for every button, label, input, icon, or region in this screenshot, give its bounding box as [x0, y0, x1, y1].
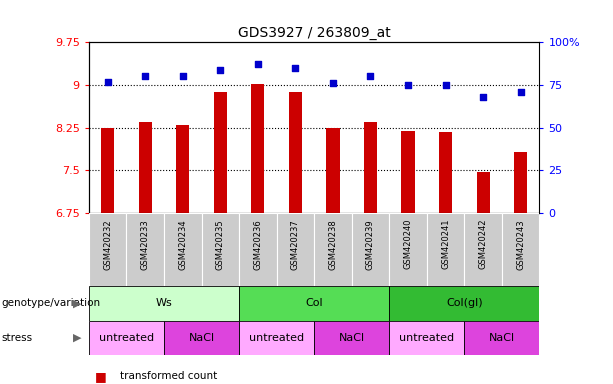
Text: GSM420243: GSM420243: [516, 219, 525, 270]
Bar: [89, 286, 239, 321]
Bar: [465, 213, 502, 286]
Text: untreated: untreated: [399, 333, 454, 343]
Bar: [314, 213, 352, 286]
Text: Ws: Ws: [156, 298, 172, 308]
Text: untreated: untreated: [249, 333, 304, 343]
Bar: [326, 128, 340, 213]
Bar: [239, 213, 276, 286]
Bar: [289, 92, 302, 213]
Point: [365, 73, 375, 79]
Point: [441, 82, 451, 88]
Bar: [251, 84, 264, 213]
Text: GSM420235: GSM420235: [216, 219, 225, 270]
Point: [516, 89, 525, 95]
Bar: [314, 321, 389, 355]
Bar: [239, 286, 389, 321]
Text: GSM420240: GSM420240: [403, 219, 413, 270]
Text: ■: ■: [95, 370, 107, 383]
Text: Col(gl): Col(gl): [446, 298, 482, 308]
Point: [291, 65, 300, 71]
Text: GSM420238: GSM420238: [329, 219, 337, 270]
Text: untreated: untreated: [99, 333, 154, 343]
Bar: [502, 213, 539, 286]
Point: [253, 61, 263, 68]
Text: NaCl: NaCl: [188, 333, 215, 343]
Bar: [164, 213, 202, 286]
Bar: [364, 122, 377, 213]
Text: GSM420236: GSM420236: [253, 219, 262, 270]
Text: stress: stress: [1, 333, 32, 343]
Text: GSM420242: GSM420242: [479, 219, 487, 270]
Bar: [389, 286, 539, 321]
Point: [215, 66, 225, 73]
Bar: [389, 213, 427, 286]
Point: [328, 80, 338, 86]
Bar: [476, 172, 490, 213]
Text: GSM420234: GSM420234: [178, 219, 187, 270]
Text: genotype/variation: genotype/variation: [1, 298, 101, 308]
Bar: [89, 321, 164, 355]
Bar: [427, 213, 465, 286]
Bar: [164, 321, 239, 355]
Text: transformed count: transformed count: [120, 371, 217, 381]
Bar: [176, 125, 189, 213]
Text: GSM420232: GSM420232: [103, 219, 112, 270]
Bar: [139, 122, 152, 213]
Point: [140, 73, 150, 79]
Text: GSM420239: GSM420239: [366, 219, 375, 270]
Text: Col: Col: [305, 298, 323, 308]
Text: GSM420241: GSM420241: [441, 219, 450, 270]
Bar: [214, 92, 227, 213]
Bar: [101, 128, 114, 213]
Point: [178, 73, 188, 79]
Text: GSM420237: GSM420237: [291, 219, 300, 270]
Point: [478, 94, 488, 100]
Bar: [126, 213, 164, 286]
Text: GSM420233: GSM420233: [141, 219, 150, 270]
Bar: [439, 132, 452, 213]
Bar: [89, 213, 126, 286]
Text: ▶: ▶: [73, 333, 82, 343]
Point: [103, 78, 113, 84]
Bar: [352, 213, 389, 286]
Text: NaCl: NaCl: [338, 333, 365, 343]
Text: NaCl: NaCl: [489, 333, 515, 343]
Point: [403, 82, 413, 88]
Bar: [389, 321, 465, 355]
Bar: [402, 131, 414, 213]
Bar: [465, 321, 539, 355]
Text: ▶: ▶: [73, 298, 82, 308]
Bar: [276, 213, 314, 286]
Bar: [202, 213, 239, 286]
Bar: [239, 321, 314, 355]
Bar: [514, 152, 527, 213]
Title: GDS3927 / 263809_at: GDS3927 / 263809_at: [238, 26, 390, 40]
